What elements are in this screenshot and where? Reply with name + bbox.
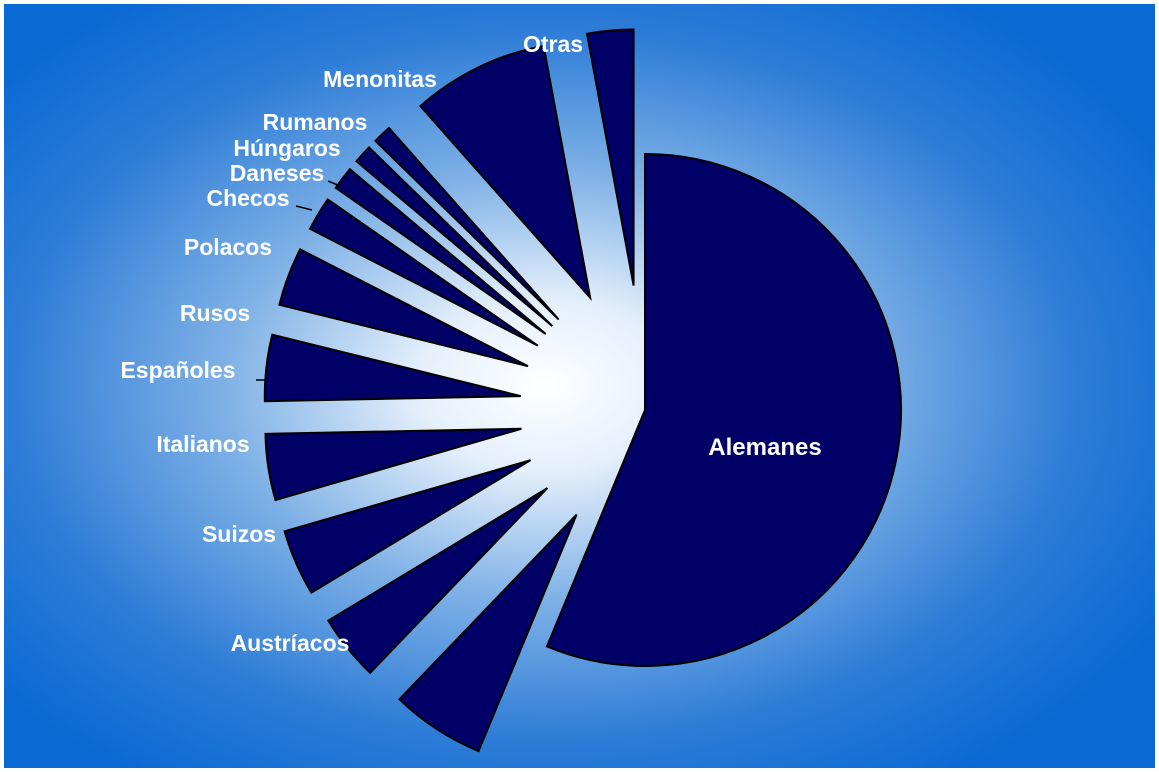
- pie-slice-españoles: [264, 427, 522, 502]
- slice-label-austríacos: Austríacos: [231, 630, 350, 656]
- slice-label-españoles: Españoles: [120, 357, 235, 383]
- slice-label-polacos: Polacos: [184, 234, 272, 260]
- leader-line-daneses: [327, 180, 341, 187]
- pie-slice-polacos: [278, 248, 529, 368]
- pie-slice-alemanes: [545, 152, 902, 667]
- pie-slices: [263, 28, 902, 753]
- slice-label-italianos: Italianos: [156, 431, 249, 457]
- slice-label-daneses: Daneses: [230, 160, 325, 186]
- pie-slice-austríacos: [397, 513, 578, 753]
- slice-label-húngaros: Húngaros: [233, 135, 340, 161]
- slice-label-checos: Checos: [206, 185, 289, 211]
- pie-slice-rumanos: [373, 126, 560, 321]
- pie-slice-daneses: [334, 167, 547, 335]
- slice-label-rusos: Rusos: [180, 300, 250, 326]
- slice-label-suizos: Suizos: [202, 521, 276, 547]
- pie-slice-italianos: [283, 459, 532, 595]
- pie-slice-suizos: [326, 487, 549, 675]
- slice-label-menonitas: Menonitas: [323, 66, 437, 92]
- pie-slice-rusos: [263, 333, 522, 403]
- pie-slice-otras: [585, 28, 635, 286]
- slice-labels: Alemanes Austríacos Suizos Italianos Español…: [120, 31, 821, 656]
- pie-slice-menonitas: [418, 44, 592, 302]
- slice-label-rumanos: Rumanos: [263, 109, 368, 135]
- slice-label-alemanes: Alemanes: [708, 434, 821, 461]
- slice-label-otras: Otras: [523, 31, 583, 57]
- leader-line-checos: [295, 205, 313, 211]
- leader-lines: [256, 180, 341, 381]
- pie-slice-húngaros: [355, 146, 554, 327]
- pie-slice-checos: [308, 198, 539, 347]
